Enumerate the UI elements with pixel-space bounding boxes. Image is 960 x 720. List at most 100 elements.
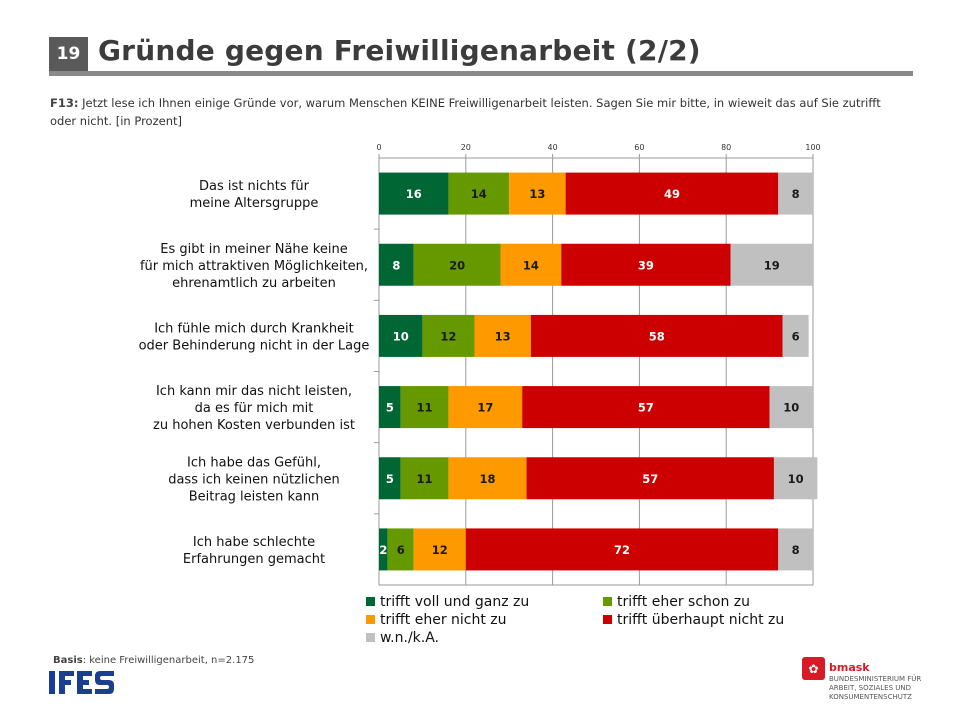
page-title: Gründe gegen Freiwilligenarbeit (2/2)	[98, 34, 701, 67]
category-label: dass ich keinen nützlichen	[168, 472, 340, 487]
bmask-ministry-line: ARBEIT, SOZIALES UND	[829, 684, 912, 692]
bar-segment	[474, 314, 531, 357]
page-number: 19	[49, 37, 88, 71]
data-label: 14	[523, 258, 539, 272]
category-label: ehrenamtlich zu arbeiten	[172, 276, 336, 291]
data-label: 11	[417, 401, 433, 415]
bar-segment	[769, 386, 813, 429]
bar-segment	[379, 243, 414, 286]
x-tick-label: 0	[376, 143, 381, 152]
category-label: da es für mich mit	[195, 401, 314, 416]
bar-segment	[778, 172, 813, 215]
data-label: 14	[471, 187, 487, 201]
data-label: 72	[614, 543, 630, 557]
data-label: 8	[392, 258, 400, 272]
legend-swatch	[603, 597, 612, 606]
legend-label: trifft eher nicht zu	[380, 612, 507, 628]
bmask-emblem-icon: ✿	[802, 657, 825, 680]
data-label: 57	[642, 472, 658, 486]
data-label: 8	[792, 543, 800, 557]
category-label: Ich fühle mich durch Krankheit	[154, 321, 354, 336]
bar-segment	[509, 172, 566, 215]
legend-label: trifft voll und ganz zu	[380, 594, 529, 610]
legend-swatch	[366, 615, 375, 624]
data-label: 58	[649, 329, 665, 343]
bar-segment	[379, 172, 449, 215]
x-tick-label: 40	[548, 143, 558, 152]
bar-segment	[448, 457, 527, 500]
legend-swatch	[366, 597, 375, 606]
category-label: Erfahrungen gemacht	[183, 552, 325, 567]
category-label: Ich habe das Gefühl,	[187, 455, 321, 470]
category-label: Ich kann mir das nicht leisten,	[156, 384, 352, 399]
title-divider	[49, 71, 913, 76]
bar-segment	[778, 528, 813, 571]
basis-text: : keine Freiwilligenarbeit, n=2.175	[82, 655, 255, 666]
bar-segment	[500, 243, 562, 286]
data-label: 6	[792, 329, 800, 343]
category-label: oder Behinderung nicht in der Lage	[139, 338, 370, 353]
bmask-ministry-line: KONSUMENTENSCHUTZ	[829, 693, 912, 701]
x-tick-label: 80	[721, 143, 731, 152]
bar-segment	[379, 457, 401, 500]
data-label: 57	[638, 401, 654, 415]
data-label: 5	[386, 472, 394, 486]
bar-segment	[400, 386, 449, 429]
data-label: 16	[406, 187, 422, 201]
ifes-logo	[49, 671, 114, 694]
legend-swatch	[603, 615, 612, 624]
data-label: 17	[477, 401, 493, 415]
category-label: Das ist nichts für	[199, 179, 310, 194]
data-label: 10	[783, 401, 799, 415]
bar-segment	[448, 172, 510, 215]
bmask-ministry-line: BUNDESMINISTERIUM FÜR	[829, 675, 922, 683]
plot-frame	[378, 157, 814, 586]
basis-label: Basis	[53, 655, 83, 666]
question-code: F13:	[50, 96, 79, 110]
bar-segment	[379, 528, 388, 571]
bar-segment	[387, 528, 414, 571]
bmask-name: bmask	[829, 661, 870, 674]
legend-swatch	[366, 633, 375, 642]
bar-segment	[400, 457, 449, 500]
data-label: 10	[393, 329, 409, 343]
bar-segment	[565, 172, 779, 215]
data-label: 10	[788, 472, 804, 486]
bar-segment	[773, 457, 818, 500]
bar-segment	[379, 314, 423, 357]
category-label: zu hohen Kosten verbunden ist	[153, 418, 355, 433]
data-label: 18	[479, 472, 495, 486]
data-label: 2	[379, 543, 387, 557]
bmask-ministry-text: BUNDESMINISTERIUM FÜR ARBEIT, SOZIALES U…	[829, 675, 921, 702]
bar-segment	[448, 386, 523, 429]
legend-label: trifft eher schon zu	[617, 594, 750, 610]
bmask-logo: ✿ bmask BUNDESMINISTERIUM FÜR ARBEIT, SO…	[802, 657, 932, 707]
data-label: 12	[440, 329, 456, 343]
x-tick-label: 60	[634, 143, 644, 152]
data-label: 39	[638, 258, 654, 272]
data-label: 20	[449, 258, 465, 272]
data-label: 12	[432, 543, 448, 557]
bar-segment	[413, 243, 501, 286]
x-tick-label: 20	[461, 143, 471, 152]
data-label: 8	[792, 187, 800, 201]
data-label: 5	[386, 401, 394, 415]
bar-segment	[379, 386, 401, 429]
category-label: Ich habe schlechte	[193, 535, 315, 550]
legend-label: trifft überhaupt nicht zu	[617, 612, 784, 628]
bar-segment	[522, 386, 770, 429]
bar-segment	[530, 314, 783, 357]
data-label: 49	[664, 187, 680, 201]
bar-segment	[730, 243, 813, 286]
stacked-bar-chart: 0 20 40 60 80 100 16 14 13 49 8 Das ist nichts für m…	[139, 143, 821, 646]
data-label: 13	[495, 329, 511, 343]
category-label: Beitrag leisten kann	[189, 489, 320, 504]
x-tick-label: 100	[805, 143, 820, 152]
category-label: für mich attraktiven Möglichkeiten,	[140, 259, 368, 274]
bar-segment	[413, 528, 466, 571]
bar-segment	[526, 457, 774, 500]
data-label: 6	[397, 543, 405, 557]
bar-segment	[561, 243, 731, 286]
legend-label: w.n./k.A.	[380, 630, 439, 646]
data-label: 11	[417, 472, 433, 486]
